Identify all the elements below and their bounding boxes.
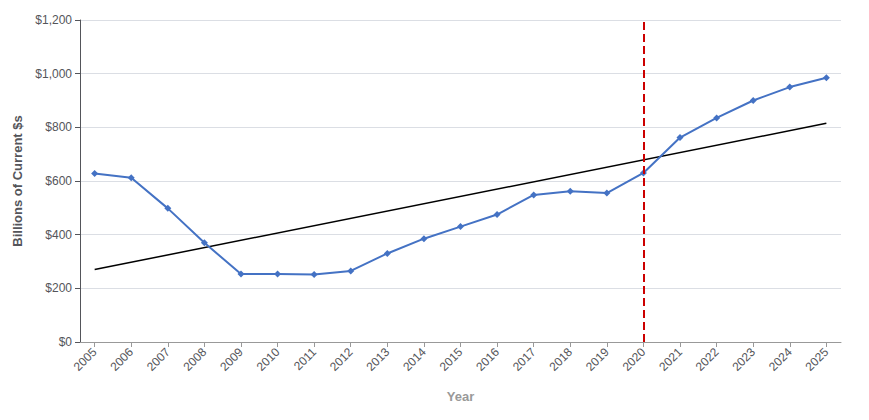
- svg-text:2006: 2006: [107, 345, 136, 374]
- svg-text:2019: 2019: [583, 345, 612, 374]
- svg-text:$800: $800: [45, 120, 72, 134]
- svg-text:2014: 2014: [400, 345, 429, 374]
- svg-text:$200: $200: [45, 281, 72, 295]
- svg-text:$400: $400: [45, 228, 72, 242]
- svg-text:2017: 2017: [510, 345, 539, 374]
- svg-text:$1,200: $1,200: [35, 13, 72, 27]
- svg-text:2022: 2022: [693, 345, 722, 374]
- svg-text:2007: 2007: [144, 345, 173, 374]
- svg-text:2008: 2008: [181, 345, 210, 374]
- svg-text:2010: 2010: [254, 345, 283, 374]
- svg-text:2025: 2025: [803, 345, 832, 374]
- svg-text:2005: 2005: [71, 345, 100, 374]
- svg-text:2013: 2013: [364, 345, 393, 374]
- svg-text:2021: 2021: [656, 345, 685, 374]
- svg-text:2020: 2020: [620, 345, 649, 374]
- svg-text:2023: 2023: [729, 345, 758, 374]
- svg-text:2024: 2024: [766, 345, 795, 374]
- svg-text:$600: $600: [45, 174, 72, 188]
- svg-text:2018: 2018: [546, 345, 575, 374]
- svg-text:2015: 2015: [437, 345, 466, 374]
- svg-text:2016: 2016: [473, 345, 502, 374]
- svg-text:$1,000: $1,000: [35, 67, 72, 81]
- svg-text:2011: 2011: [291, 345, 319, 373]
- svg-text:$0: $0: [59, 335, 73, 349]
- svg-text:Billions of Current $s: Billions of Current $s: [10, 115, 25, 246]
- svg-text:Year: Year: [447, 389, 474, 404]
- svg-text:2012: 2012: [327, 345, 356, 374]
- svg-text:2009: 2009: [217, 345, 246, 374]
